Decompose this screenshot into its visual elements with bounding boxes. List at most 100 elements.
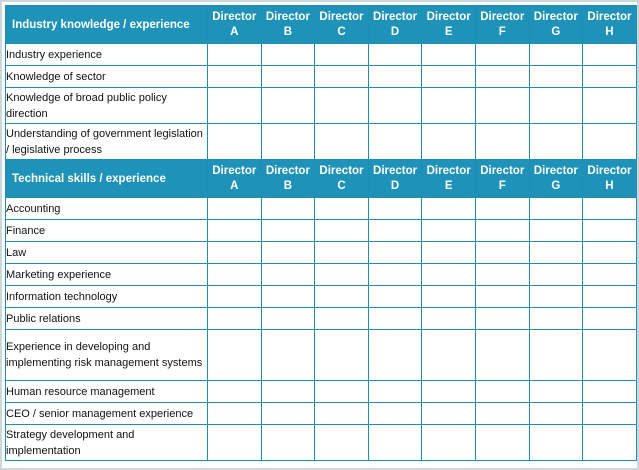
rating-cell[interactable] <box>528 241 584 264</box>
rating-cell[interactable] <box>474 241 530 264</box>
rating-cell[interactable] <box>528 285 584 308</box>
rating-cell[interactable] <box>582 307 637 330</box>
rating-cell[interactable] <box>582 65 637 88</box>
rating-cell[interactable] <box>582 241 637 264</box>
rating-cell[interactable] <box>528 329 584 381</box>
rating-cell[interactable] <box>528 219 584 242</box>
rating-cell[interactable] <box>260 263 316 286</box>
rating-cell[interactable] <box>207 197 262 220</box>
rating-cell[interactable] <box>421 402 476 425</box>
rating-cell[interactable] <box>474 87 530 124</box>
rating-cell[interactable] <box>207 241 262 264</box>
rating-cell[interactable] <box>367 424 423 461</box>
rating-cell[interactable] <box>260 123 316 160</box>
rating-cell[interactable] <box>367 380 423 403</box>
rating-cell[interactable] <box>582 123 637 160</box>
rating-cell[interactable] <box>421 65 476 88</box>
rating-cell[interactable] <box>421 197 476 220</box>
rating-cell[interactable] <box>421 307 476 330</box>
rating-cell[interactable] <box>314 219 369 242</box>
rating-cell[interactable] <box>207 285 262 308</box>
rating-cell[interactable] <box>528 263 584 286</box>
rating-cell[interactable] <box>314 329 369 381</box>
rating-cell[interactable] <box>421 241 476 264</box>
rating-cell[interactable] <box>474 123 530 160</box>
rating-cell[interactable] <box>474 219 530 242</box>
rating-cell[interactable] <box>314 285 369 308</box>
rating-cell[interactable] <box>367 123 423 160</box>
rating-cell[interactable] <box>260 43 316 66</box>
rating-cell[interactable] <box>528 380 584 403</box>
rating-cell[interactable] <box>421 329 476 381</box>
rating-cell[interactable] <box>260 241 316 264</box>
rating-cell[interactable] <box>367 197 423 220</box>
rating-cell[interactable] <box>367 307 423 330</box>
rating-cell[interactable] <box>207 219 262 242</box>
rating-cell[interactable] <box>207 380 262 403</box>
rating-cell[interactable] <box>367 329 423 381</box>
rating-cell[interactable] <box>528 402 584 425</box>
rating-cell[interactable] <box>260 380 316 403</box>
rating-cell[interactable] <box>474 402 530 425</box>
rating-cell[interactable] <box>528 424 584 461</box>
rating-cell[interactable] <box>314 43 369 66</box>
rating-cell[interactable] <box>314 87 369 124</box>
rating-cell[interactable] <box>528 43 584 66</box>
rating-cell[interactable] <box>528 87 584 124</box>
rating-cell[interactable] <box>528 65 584 88</box>
rating-cell[interactable] <box>207 329 262 381</box>
rating-cell[interactable] <box>260 65 316 88</box>
rating-cell[interactable] <box>367 219 423 242</box>
rating-cell[interactable] <box>260 219 316 242</box>
rating-cell[interactable] <box>207 307 262 330</box>
rating-cell[interactable] <box>528 307 584 330</box>
rating-cell[interactable] <box>421 424 476 461</box>
rating-cell[interactable] <box>582 380 637 403</box>
rating-cell[interactable] <box>582 87 637 124</box>
rating-cell[interactable] <box>314 424 369 461</box>
rating-cell[interactable] <box>260 424 316 461</box>
rating-cell[interactable] <box>367 241 423 264</box>
rating-cell[interactable] <box>474 43 530 66</box>
rating-cell[interactable] <box>582 329 637 381</box>
rating-cell[interactable] <box>314 263 369 286</box>
rating-cell[interactable] <box>260 307 316 330</box>
rating-cell[interactable] <box>314 65 369 88</box>
rating-cell[interactable] <box>314 380 369 403</box>
rating-cell[interactable] <box>421 87 476 124</box>
rating-cell[interactable] <box>528 197 584 220</box>
rating-cell[interactable] <box>207 65 262 88</box>
rating-cell[interactable] <box>207 424 262 461</box>
rating-cell[interactable] <box>582 197 637 220</box>
rating-cell[interactable] <box>421 380 476 403</box>
rating-cell[interactable] <box>260 402 316 425</box>
rating-cell[interactable] <box>474 285 530 308</box>
rating-cell[interactable] <box>207 123 262 160</box>
rating-cell[interactable] <box>474 197 530 220</box>
rating-cell[interactable] <box>474 329 530 381</box>
rating-cell[interactable] <box>207 263 262 286</box>
rating-cell[interactable] <box>582 219 637 242</box>
rating-cell[interactable] <box>314 197 369 220</box>
rating-cell[interactable] <box>207 87 262 124</box>
rating-cell[interactable] <box>367 263 423 286</box>
rating-cell[interactable] <box>528 123 584 160</box>
rating-cell[interactable] <box>260 329 316 381</box>
rating-cell[interactable] <box>474 380 530 403</box>
rating-cell[interactable] <box>421 43 476 66</box>
rating-cell[interactable] <box>474 263 530 286</box>
rating-cell[interactable] <box>367 285 423 308</box>
rating-cell[interactable] <box>314 307 369 330</box>
rating-cell[interactable] <box>367 87 423 124</box>
rating-cell[interactable] <box>367 402 423 425</box>
rating-cell[interactable] <box>207 402 262 425</box>
rating-cell[interactable] <box>367 65 423 88</box>
rating-cell[interactable] <box>260 285 316 308</box>
rating-cell[interactable] <box>207 43 262 66</box>
rating-cell[interactable] <box>582 285 637 308</box>
rating-cell[interactable] <box>421 263 476 286</box>
rating-cell[interactable] <box>582 402 637 425</box>
rating-cell[interactable] <box>260 87 316 124</box>
rating-cell[interactable] <box>474 424 530 461</box>
rating-cell[interactable] <box>421 123 476 160</box>
